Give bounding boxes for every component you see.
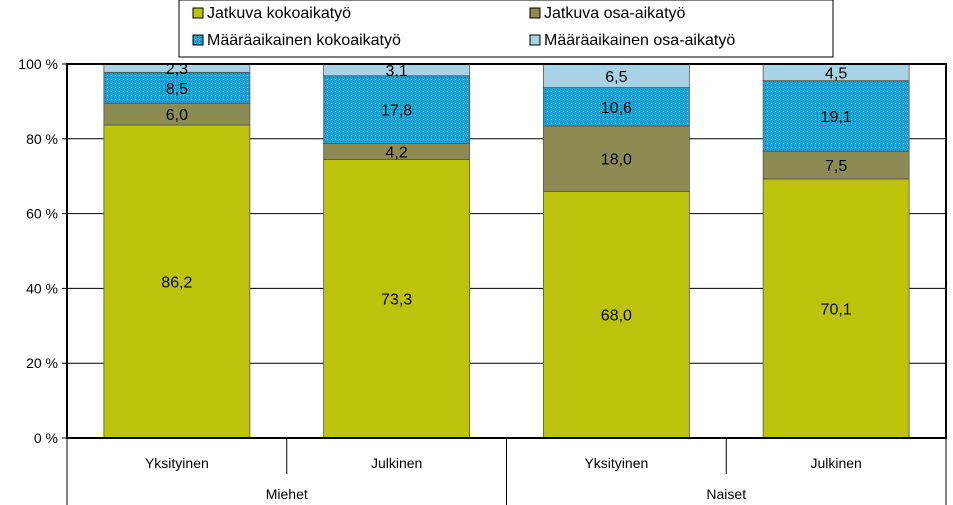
y-tick-label: 0 %: [34, 430, 58, 446]
legend-label: Määräaikainen osa-aikatyö: [544, 32, 735, 49]
legend: Jatkuva kokoaikatyö Jatkuva osa-aikatyö Mä…: [178, 0, 834, 58]
data-label: 73,3: [381, 292, 412, 309]
data-label: 70,1: [821, 301, 852, 318]
data-label: 4,5: [825, 65, 847, 82]
data-label: 19,1: [821, 109, 852, 126]
bar-segment: [542, 125, 690, 192]
bar-segment: [103, 71, 251, 104]
data-label: 68,0: [601, 308, 632, 325]
legend-swatch: [529, 34, 541, 46]
y-tick-label: 40 %: [26, 280, 58, 296]
y-tick-label: 20 %: [26, 355, 58, 371]
x-group-label: Miehet: [266, 486, 308, 502]
legend-label: Jatkuva osa-aikatyö: [544, 5, 686, 22]
x-category-label: Julkinen: [810, 455, 861, 471]
data-label: 7,5: [825, 158, 847, 175]
y-axis-tick-labels: 0 % 20 % 40 % 60 % 80 % 100 %: [18, 56, 58, 446]
data-labels: 86,2 6,0 8,5 2,3 73,3 4,2 17,8 3,1 68,0 18,0 10,6 6…: [161, 61, 851, 324]
legend-label: Määräaikainen kokoaikatyö: [207, 32, 401, 49]
bar-segment: [762, 178, 910, 439]
x-category-label: Yksityinen: [145, 455, 209, 471]
bar-segment: [762, 150, 910, 180]
data-label: 8,5: [166, 81, 188, 98]
bar-segment: [542, 87, 690, 127]
bar-segment: [323, 159, 471, 439]
legend-label: Jatkuva kokoaikatyö: [207, 5, 351, 22]
x-category-label: Yksityinen: [584, 455, 648, 471]
x-category-label: Julkinen: [371, 455, 422, 471]
bar-segment: [103, 124, 251, 439]
y-tick-label: 100 %: [18, 56, 58, 72]
data-label: 2,3: [166, 61, 188, 78]
bar-segment: [323, 75, 471, 144]
legend-swatch: [192, 7, 204, 19]
legend-swatch: [529, 7, 541, 19]
bars: [103, 63, 910, 439]
data-label: 6,5: [605, 69, 627, 86]
x-group-label: Naiset: [706, 486, 746, 502]
data-label: 18,0: [601, 152, 632, 169]
y-tick-label: 80 %: [26, 131, 58, 147]
legend-swatch: [192, 34, 204, 46]
data-label: 10,6: [601, 100, 632, 117]
x-axis: Yksityinen Julkinen Yksityinen Julkinen Mieh…: [66, 438, 947, 505]
y-tick-label: 60 %: [26, 206, 58, 222]
data-label: 4,2: [386, 144, 408, 161]
data-label: 17,8: [381, 103, 412, 120]
data-label: 3,1: [386, 63, 408, 80]
data-label: 6,0: [166, 107, 188, 124]
data-label: 86,2: [161, 275, 192, 292]
